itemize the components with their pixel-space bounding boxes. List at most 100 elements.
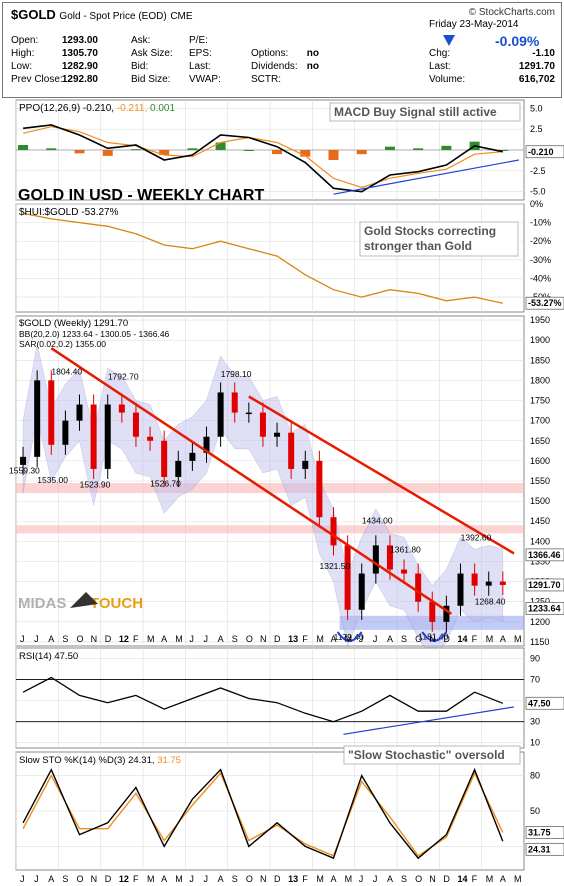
candle-body: [443, 605, 450, 622]
ppo-histogram-bar: [102, 150, 113, 156]
x-tick-label: S: [62, 634, 68, 644]
x-tick-label: M: [514, 874, 522, 884]
ppo-histogram-bar: [130, 149, 141, 151]
price-label: 1321.50: [320, 561, 351, 571]
trend-line-lower: [50, 347, 453, 615]
x-tick-label: S: [401, 634, 407, 644]
logo-text: MIDAS: [18, 595, 66, 612]
x-tick-label: S: [232, 874, 238, 884]
ppo-histogram-bar: [74, 150, 85, 154]
candle-body: [62, 420, 69, 445]
quote-label: Bid Size:: [131, 74, 171, 85]
candle-body: [302, 460, 309, 469]
x-tick-label: A: [331, 874, 337, 884]
last-value-box: [525, 296, 564, 310]
quote-label: Bid:: [131, 61, 149, 72]
ppo-histogram-bar: [243, 150, 254, 151]
ratio-line: [22, 212, 503, 304]
y-tick-label: 1700: [530, 416, 550, 426]
ppo-histogram-bar: [384, 146, 395, 150]
x-tick-label: A: [161, 874, 167, 884]
y-tick-label: 90: [530, 654, 540, 664]
stochastic-d-value: 31.75: [528, 828, 551, 838]
x-tick-label: S: [232, 634, 238, 644]
x-tick-label: A: [218, 634, 224, 644]
y-tick-label: 1450: [530, 516, 550, 526]
callout-box: [359, 221, 519, 257]
last-value-box: [525, 145, 564, 159]
candle-body: [175, 460, 182, 477]
x-tick-label: M: [345, 874, 353, 884]
candle-body: [203, 436, 210, 453]
y-tick-label: -40%: [530, 273, 551, 283]
x-tick-label: M: [316, 874, 324, 884]
x-tick-label: O: [415, 634, 422, 644]
source-credit: © StockCharts.com: [468, 7, 555, 18]
quote-label: EPS:: [189, 48, 212, 59]
x-tick-label: N: [91, 874, 98, 884]
ppo-histogram-bar: [300, 150, 311, 157]
ppo-histogram-bar: [46, 148, 57, 150]
x-tick-label: J: [189, 874, 194, 884]
candle-body: [499, 581, 506, 585]
candle-body: [316, 460, 323, 518]
bollinger-band: [22, 344, 504, 659]
stochastic-k-line: [22, 767, 504, 860]
x-tick-label: A: [218, 874, 224, 884]
y-tick-label: 80: [530, 771, 540, 781]
description: Gold - Spot Price (EOD): [59, 11, 167, 22]
x-tick-label: M: [316, 634, 324, 644]
x-tick-label: M: [514, 634, 522, 644]
x-tick-label: 13: [288, 874, 298, 884]
price-label-main: $GOLD (Weekly) 1291.70: [19, 318, 128, 329]
y-tick-label: 5.0: [530, 103, 543, 113]
stochastic-k-value: 24.31: [528, 844, 551, 854]
candle-body: [485, 581, 492, 586]
symbol: $GOLD: [11, 7, 56, 22]
y-tick-label: 1600: [530, 456, 550, 466]
x-tick-label: D: [443, 634, 450, 644]
candle-body: [358, 573, 365, 610]
y-tick-label: 1550: [530, 476, 550, 486]
price-axis-label: 1233.64: [528, 603, 561, 613]
x-tick-label: N: [429, 874, 436, 884]
x-tick-label: A: [331, 634, 337, 644]
x-tick-label: 14: [458, 634, 468, 644]
quote-label: P/E:: [189, 35, 208, 46]
x-tick-label: F: [472, 874, 478, 884]
logo-mountain-icon: [70, 592, 98, 608]
x-tick-label: F: [302, 634, 308, 644]
y-tick-label: 0%: [530, 199, 543, 209]
sar-label: SAR(0.02,0.2) 1355.00: [19, 339, 106, 349]
quote-label: Prev Close:: [11, 74, 63, 85]
candle-body: [34, 380, 41, 457]
y-tick-label: 1800: [530, 375, 550, 385]
x-tick-label: O: [77, 634, 84, 644]
quote-header: $GOLD Gold - Spot Price (EOD) CME Friday…: [2, 2, 562, 98]
candle-body: [118, 404, 125, 413]
last-value-box: [525, 548, 564, 562]
quote-value: 1293.00: [61, 35, 98, 46]
x-tick-label: O: [415, 874, 422, 884]
y-tick-label: 1200: [530, 617, 550, 627]
ratio-annotation: stronger than Gold: [364, 239, 472, 253]
candle-body: [147, 436, 154, 441]
candle-body: [274, 432, 281, 437]
y-tick-label: -5.0: [530, 187, 546, 197]
quote-value: 1282.90: [61, 61, 98, 72]
x-tick-label: J: [373, 634, 378, 644]
bb-label: BB(20,2.0) 1233.64 - 1300.05 - 1366.46: [19, 329, 170, 339]
last-value-box: [525, 826, 564, 839]
ppo-label: PPO(12,26,9) -0.210, -0.211, 0.001: [19, 103, 175, 114]
resistance-band: [16, 525, 524, 534]
quote-value: no: [306, 61, 319, 72]
x-tick-label: 12: [119, 874, 129, 884]
x-tick-label: A: [48, 634, 54, 644]
stochastic-label: Slow STO %K(14) %D(3) 24.31, 31.75: [19, 755, 181, 766]
callout-box: [343, 745, 521, 765]
y-tick-label: -30%: [530, 255, 551, 265]
ppo-last-value: -0.210: [528, 147, 554, 157]
x-tick-label: J: [359, 634, 364, 644]
candle-body: [457, 573, 464, 606]
y-tick-label: 1650: [530, 436, 550, 446]
